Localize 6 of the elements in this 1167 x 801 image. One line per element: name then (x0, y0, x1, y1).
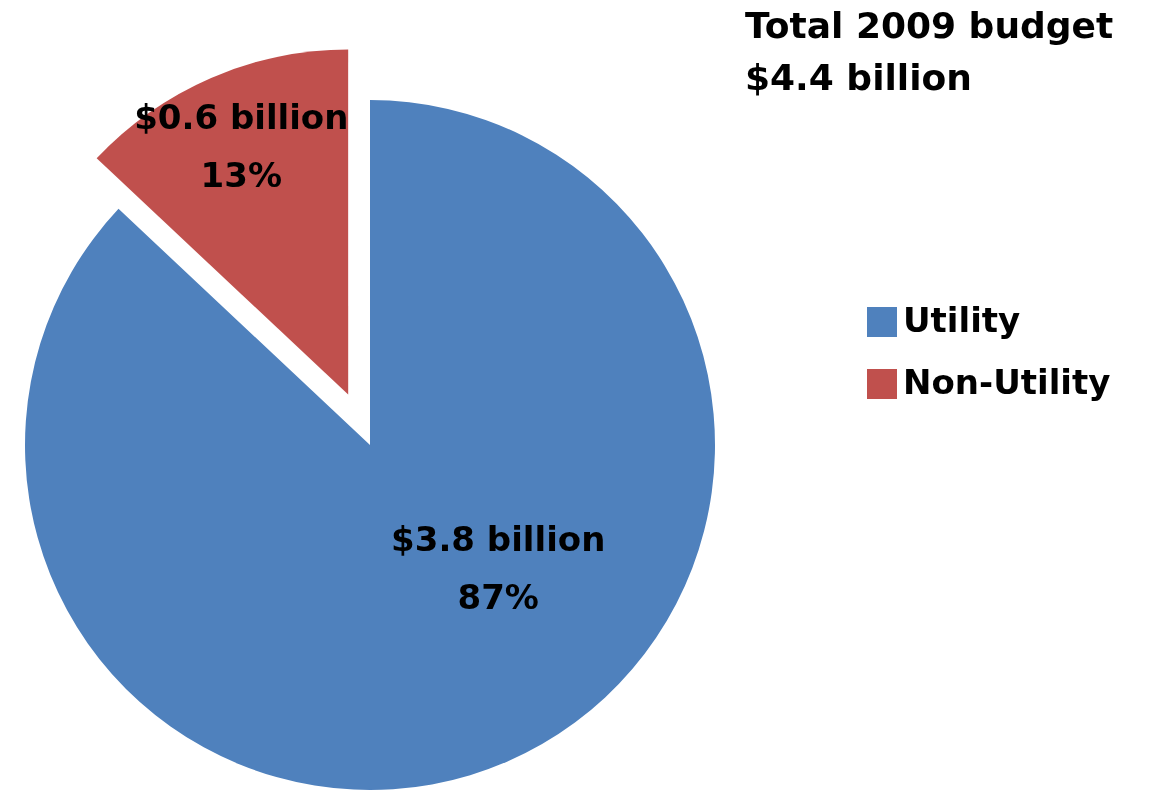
data-label: $0.6 billion 13% (134, 96, 349, 195)
data-label: $3.8 billion 87% (391, 519, 606, 618)
legend-label: Non-Utility (903, 362, 1111, 402)
chart-title: Total 2009 budget (745, 5, 1114, 46)
legend-label: Utility (903, 300, 1021, 340)
chart-subtitle: $4.4 billion (745, 57, 972, 98)
